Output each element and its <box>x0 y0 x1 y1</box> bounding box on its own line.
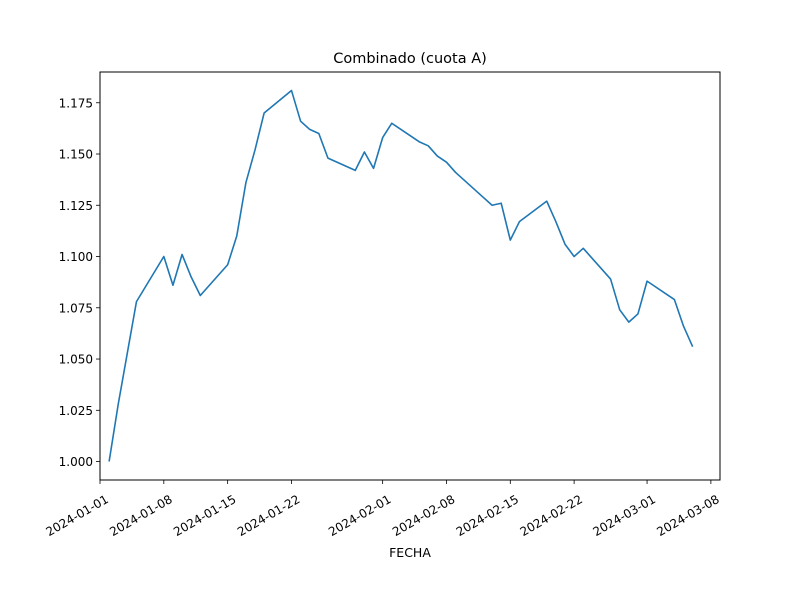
y-tick-label: 1.025 <box>59 404 93 418</box>
axes-frame <box>99 71 721 481</box>
chart-title: Combinado (cuota A) <box>333 51 487 67</box>
y-tick-label: 1.075 <box>59 301 93 315</box>
x-tick-label: 2024-02-22 <box>518 492 585 539</box>
x-tick-label: 2024-03-01 <box>591 492 658 539</box>
y-tick-label: 1.150 <box>59 148 93 162</box>
x-tick-label: 2024-03-08 <box>654 492 721 539</box>
x-axis-label: FECHA <box>389 545 431 560</box>
x-tick-label: 2024-02-01 <box>326 492 393 539</box>
y-tick-label: 1.100 <box>59 250 93 264</box>
x-tick-label: 2024-01-01 <box>43 492 110 539</box>
x-tick-label: 2024-01-22 <box>235 492 302 539</box>
y-axis: 1.000 1.025 1.050 1.075 1.100 1.125 1.150 1.175 <box>59 96 100 469</box>
y-tick-label: 1.000 <box>59 455 93 469</box>
x-axis: 2024-01-012024-01-082024-01-152024-01-22… <box>43 480 722 539</box>
series-line-0 <box>108 89 694 462</box>
y-tick-label: 1.175 <box>59 96 93 110</box>
x-tick-label: 2024-01-15 <box>171 492 238 539</box>
x-tick-label: 2024-02-15 <box>454 492 521 539</box>
y-tick-label: 1.050 <box>59 353 93 367</box>
x-tick-label: 2024-02-08 <box>390 492 457 539</box>
y-tick-label: 1.125 <box>59 199 93 213</box>
plot-area <box>108 89 694 462</box>
x-tick-label: 2024-01-08 <box>107 492 174 539</box>
